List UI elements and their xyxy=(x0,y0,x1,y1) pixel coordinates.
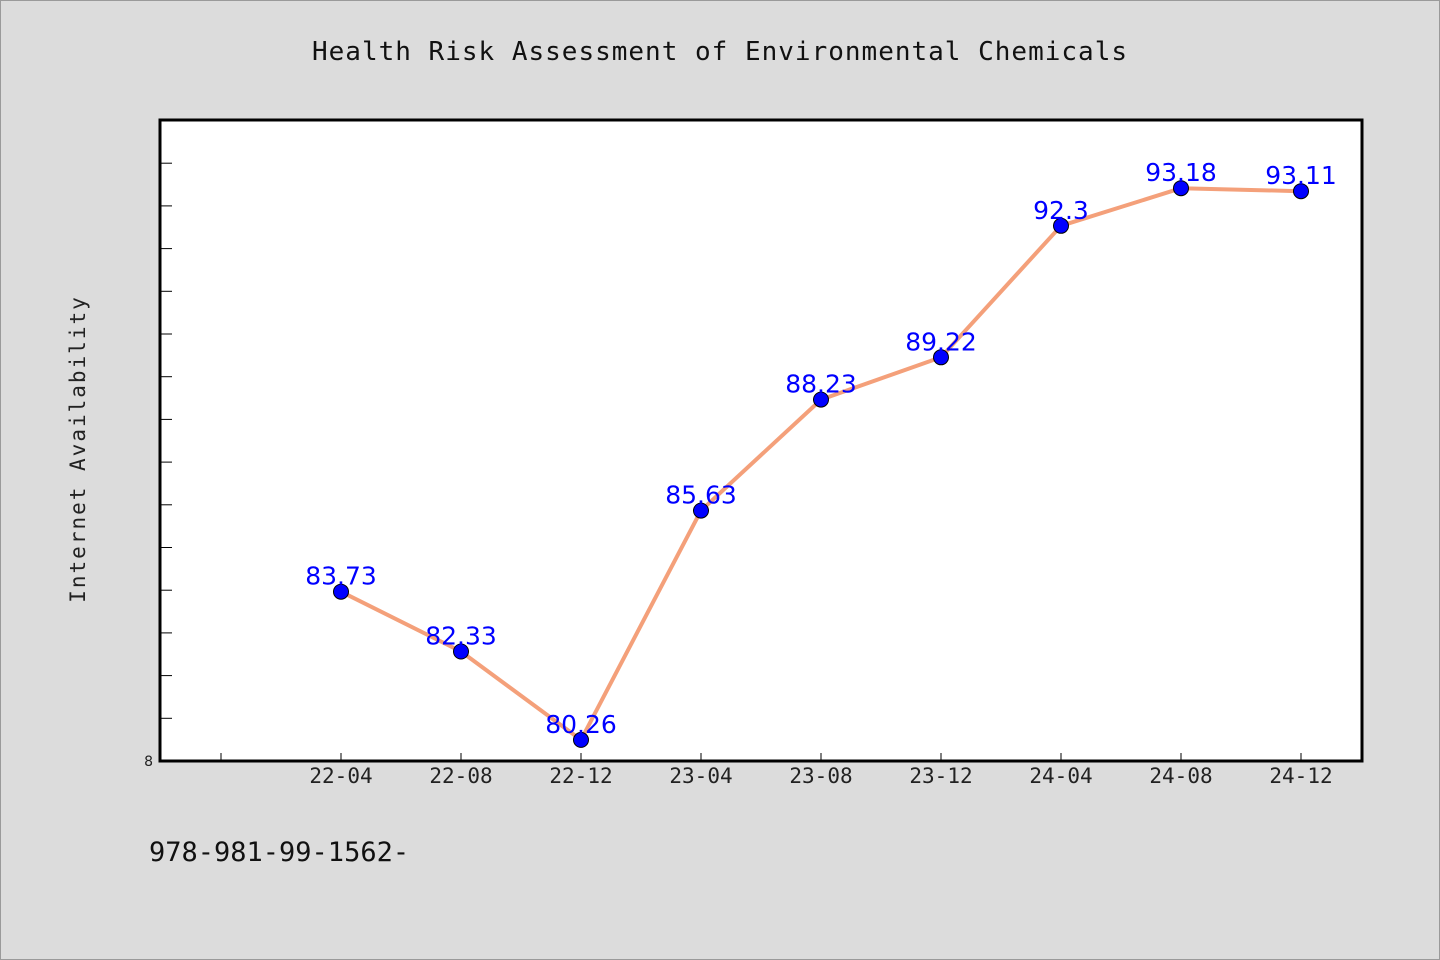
data-label: 85.63 xyxy=(665,481,737,510)
x-axis-tick-labels: 22-04 22-08 22-12 23-04 23-08 23-12 24-04 24-08… xyxy=(309,764,1332,788)
x-tick-label: 22-12 xyxy=(549,764,612,788)
data-point-markers xyxy=(333,180,1309,748)
data-point xyxy=(693,502,709,519)
x-tick-label: 24-12 xyxy=(1269,764,1332,788)
x-tick-label: 22-08 xyxy=(429,764,492,788)
data-point xyxy=(813,391,829,408)
data-point xyxy=(933,349,949,366)
plot-area xyxy=(158,118,1364,763)
x-tick-label: 24-08 xyxy=(1149,764,1212,788)
y-axis-min-label: 8 xyxy=(144,754,153,770)
x-tick-label: 23-12 xyxy=(909,764,972,788)
y-axis-ticks xyxy=(160,162,172,762)
x-tick-label: 23-08 xyxy=(789,764,852,788)
data-label: 83.73 xyxy=(305,562,377,591)
data-point xyxy=(1173,180,1189,197)
data-point xyxy=(453,643,469,660)
data-label: 92.3 xyxy=(1033,196,1089,225)
data-point xyxy=(1293,183,1309,200)
data-label: 93.11 xyxy=(1265,161,1337,190)
data-label: 82.33 xyxy=(425,622,497,651)
x-tick-label: 22-04 xyxy=(309,764,372,788)
data-label: 93.18 xyxy=(1145,158,1217,187)
x-tick-label: 23-04 xyxy=(669,764,732,788)
data-label: 88.23 xyxy=(785,370,857,399)
data-label: 80.26 xyxy=(545,710,617,739)
data-point xyxy=(1053,217,1069,234)
x-axis-ticks xyxy=(220,753,1302,761)
data-label: 89.22 xyxy=(905,327,977,356)
chart-title: Health Risk Assessment of Environmental … xyxy=(311,37,1128,67)
data-labels: 83.73 82.33 80.26 85.63 88.23 89.22 92.3 93.18 9… xyxy=(305,158,1337,739)
data-point xyxy=(573,731,589,748)
footnote: 978-981-99-1562- xyxy=(149,837,410,868)
data-point xyxy=(333,583,349,600)
x-tick-label: 24-04 xyxy=(1029,764,1092,788)
